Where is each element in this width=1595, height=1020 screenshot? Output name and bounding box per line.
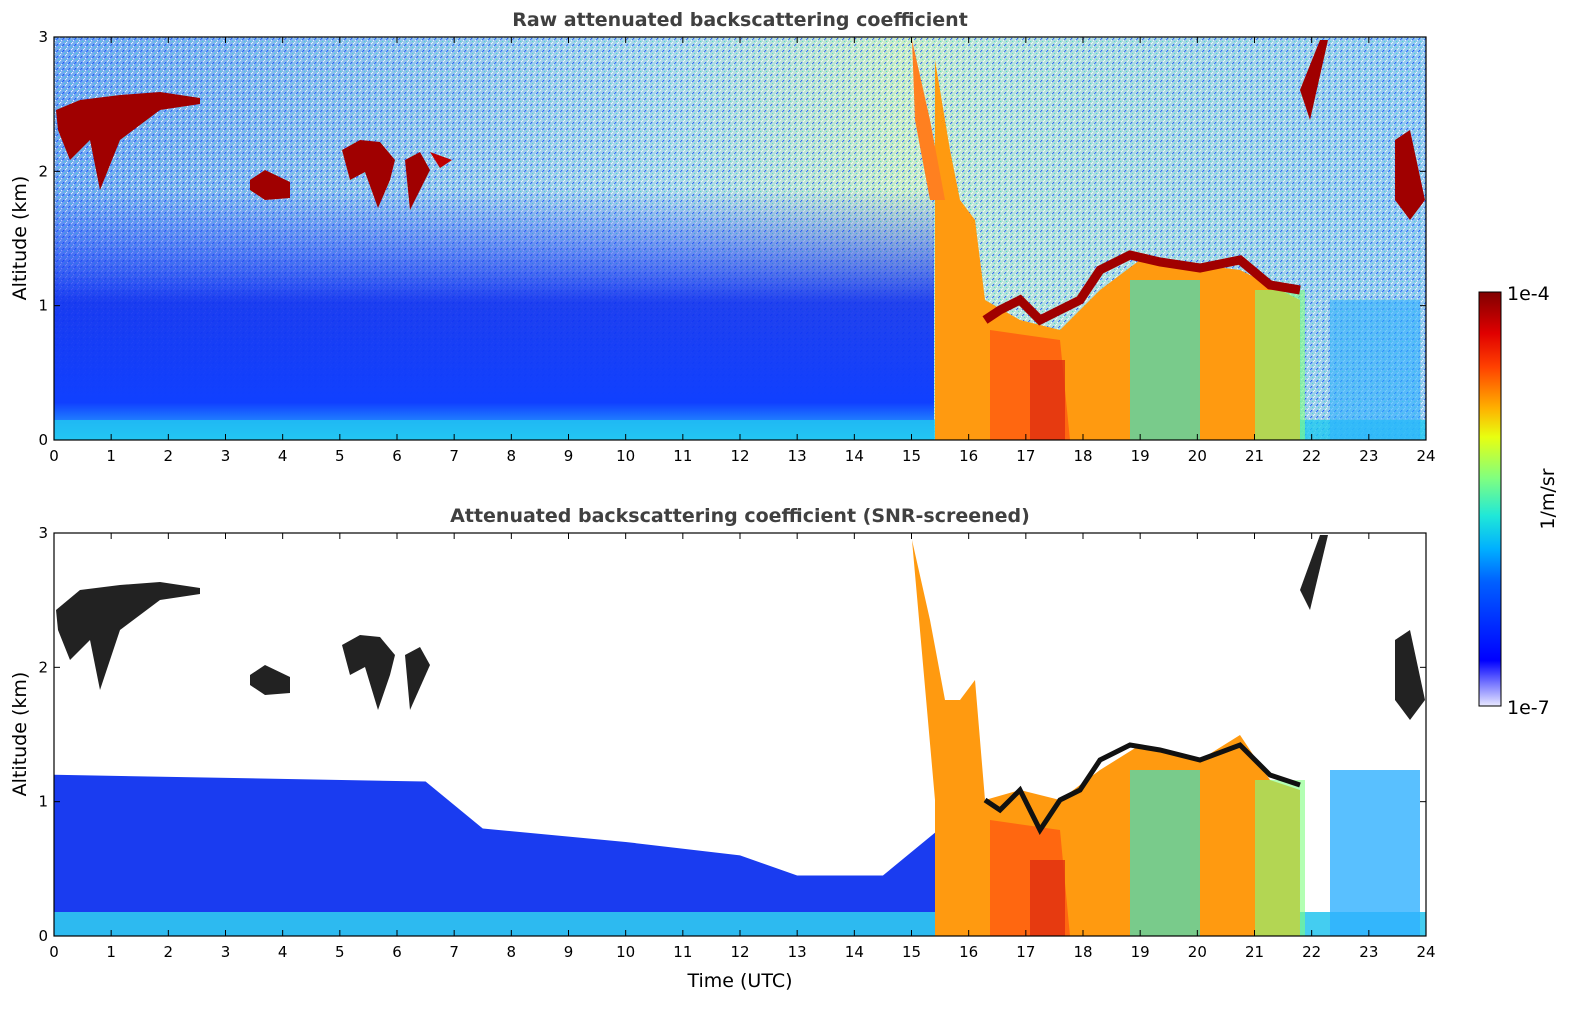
x-tick-label: 24 (1416, 447, 1435, 465)
x-tick-label: 6 (392, 447, 402, 465)
x-tick-label: 18 (1073, 943, 1092, 961)
x-tick-label: 9 (564, 943, 574, 961)
raw-heatmap (54, 37, 1426, 440)
x-tick-label: 7 (449, 447, 459, 465)
y-tick-label: 1 (38, 793, 48, 811)
screened-backscatter-panel: Attenuated backscattering coefficient (S… (9, 505, 1436, 992)
x-tick-label: 6 (392, 943, 402, 961)
x-tick-label: 4 (278, 447, 288, 465)
x-tick-label: 19 (1131, 447, 1150, 465)
screened-y-ticks: 0 1 2 3 (38, 524, 1426, 945)
colorbar-max-label: 1e-4 (1507, 283, 1550, 305)
x-tick-label: 3 (221, 943, 231, 961)
x-tick-label: 3 (221, 447, 231, 465)
x-tick-label: 23 (1359, 447, 1378, 465)
x-tick-label: 0 (49, 943, 59, 961)
x-tick-label: 10 (616, 943, 635, 961)
x-tick-label: 18 (1073, 447, 1092, 465)
x-tick-label: 8 (507, 447, 517, 465)
y-tick-label: 3 (38, 28, 48, 46)
y-tick-label: 2 (38, 162, 48, 180)
x-tick-label: 7 (449, 943, 459, 961)
x-tick-label: 8 (507, 943, 517, 961)
y-tick-label: 2 (38, 658, 48, 676)
x-tick-label: 15 (902, 447, 921, 465)
x-tick-label: 5 (335, 943, 345, 961)
screened-y-axis-label: Altitude (km) (9, 672, 31, 797)
x-tick-label: 17 (1016, 943, 1035, 961)
x-axis-label: Time (UTC) (686, 970, 792, 992)
x-tick-label: 20 (1188, 447, 1207, 465)
screened-panel-title: Attenuated backscattering coefficient (S… (450, 505, 1030, 527)
x-tick-label: 24 (1416, 943, 1435, 961)
x-tick-label: 0 (49, 447, 59, 465)
x-tick-label: 16 (959, 943, 978, 961)
x-tick-label: 15 (902, 943, 921, 961)
x-tick-label: 19 (1131, 943, 1150, 961)
x-tick-label: 9 (564, 447, 574, 465)
x-tick-label: 14 (845, 447, 864, 465)
y-tick-label: 3 (38, 524, 48, 542)
raw-y-axis-label: Altitude (km) (9, 176, 31, 301)
y-tick-label: 1 (38, 297, 48, 315)
x-tick-label: 17 (1016, 447, 1035, 465)
x-tick-label: 14 (845, 943, 864, 961)
colorbar: 1e-4 1e-7 1/m/sr (1478, 283, 1559, 719)
x-tick-label: 5 (335, 447, 345, 465)
raw-panel-title: Raw attenuated backscattering coefficien… (512, 9, 968, 31)
x-tick-label: 13 (788, 943, 807, 961)
x-tick-label: 12 (730, 447, 749, 465)
x-tick-label: 10 (616, 447, 635, 465)
screened-heatmap (54, 533, 1426, 936)
x-tick-label: 4 (278, 943, 288, 961)
x-tick-label: 21 (1245, 447, 1264, 465)
colorbar-min-label: 1e-7 (1507, 697, 1550, 719)
x-tick-label: 11 (673, 447, 692, 465)
x-tick-label: 2 (164, 447, 174, 465)
screened-x-ticks: 0 1 2 3 4 5 6 7 8 9 10 11 12 13 14 15 16 17 18 19 20 21 22 23 24 (49, 533, 1436, 961)
y-tick-label: 0 (38, 431, 48, 449)
x-tick-label: 2 (164, 943, 174, 961)
x-tick-label: 23 (1359, 943, 1378, 961)
x-tick-label: 16 (959, 447, 978, 465)
raw-x-ticks: 0 1 2 3 4 5 6 7 8 9 10 11 12 13 14 15 16 17 18 19 20 21 22 23 24 (49, 37, 1436, 465)
x-tick-label: 12 (730, 943, 749, 961)
x-tick-label: 1 (106, 447, 116, 465)
y-tick-label: 0 (38, 927, 48, 945)
x-tick-label: 13 (788, 447, 807, 465)
x-tick-label: 22 (1302, 447, 1321, 465)
x-tick-label: 20 (1188, 943, 1207, 961)
x-tick-label: 1 (106, 943, 116, 961)
x-tick-label: 11 (673, 943, 692, 961)
raw-y-ticks: 0 1 2 3 (38, 28, 1426, 449)
raw-backscatter-panel: Raw attenuated backscattering coefficien… (9, 9, 1436, 465)
colorbar-gradient (1478, 291, 1502, 707)
x-tick-label: 22 (1302, 943, 1321, 961)
x-tick-label: 21 (1245, 943, 1264, 961)
colorbar-unit-label: 1/m/sr (1537, 468, 1559, 529)
